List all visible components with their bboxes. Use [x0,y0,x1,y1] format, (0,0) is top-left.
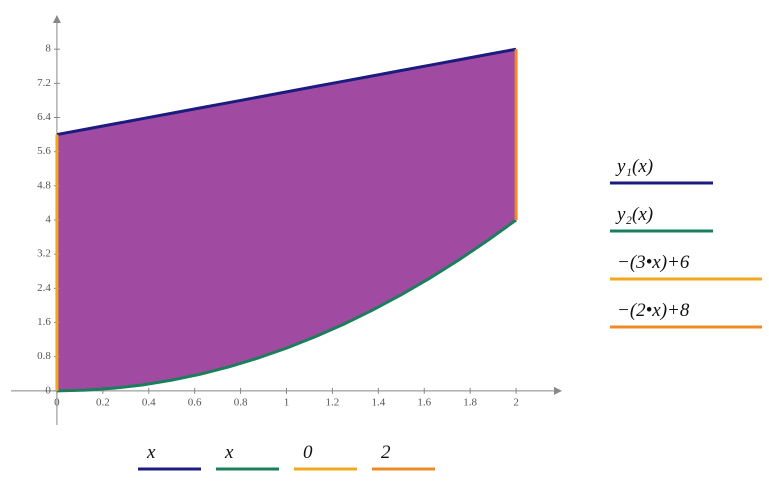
y-tick-label: 0 [45,384,51,396]
x-legend-label: 2 [381,442,391,463]
x-tick-label: 0.6 [188,396,202,408]
x-tick-label: 1.6 [417,396,431,408]
x-axis-arrow [554,386,562,395]
y-axis-arrow [52,15,61,23]
y-tick-label: 5.6 [37,145,51,157]
x-tick-label: 0.2 [96,396,110,408]
y-legend-label: −(2•x)+8 [617,300,690,321]
y-tick-label: 7.2 [37,77,51,89]
y-tick-label: 0.8 [37,350,51,362]
y-tick-label: 3.2 [37,248,51,260]
y-tick-label: 2.4 [37,282,51,294]
x-tick-label: 0.8 [234,396,248,408]
y-legend-label: y₁(x) [615,156,653,177]
area-fill [56,49,517,391]
x-tick-label: 1.4 [371,396,385,408]
trace-line [56,47,517,137]
y-tick-label: 4 [45,214,51,226]
x-legend-label: x [224,442,234,463]
y-tick-label: 6.4 [37,111,51,123]
y-tick-label: 1.6 [37,316,51,328]
x-tick-label: 0.4 [142,396,156,408]
x-tick-label: 1.2 [326,396,340,408]
x-legend-label: 0 [303,442,313,463]
trace-line [56,218,517,393]
y-legend-label: y₂(x) [615,204,653,225]
x-legend-label: x [146,442,156,463]
y-legend-label: −(3•x)+6 [617,252,690,273]
x-tick-label: 1 [284,396,290,408]
x-tick-label: 2 [513,396,519,408]
y-tick-label: 8 [45,43,51,55]
x-tick-label: 1.8 [463,396,477,408]
y-tick-label: 4.8 [37,179,51,191]
x-tick-label: 0 [54,396,60,408]
